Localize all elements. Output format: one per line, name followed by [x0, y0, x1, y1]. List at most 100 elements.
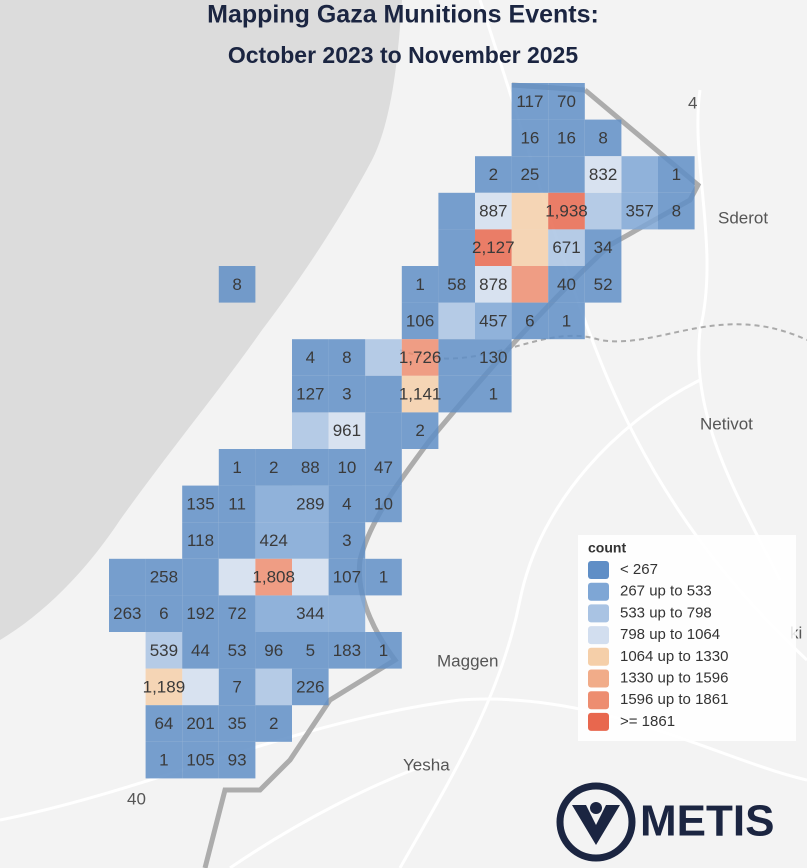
grid-cell: [365, 485, 402, 523]
road-number: 4: [688, 93, 697, 112]
title: Mapping Gaza Munitions Events:: [207, 1, 599, 29]
legend-swatch: [588, 647, 609, 666]
cell-count: 192: [186, 604, 214, 623]
grid-cell: [365, 558, 402, 596]
legend-label: 1330 up to 1596: [620, 669, 728, 686]
grid-cell: [292, 632, 329, 669]
grid-cell: [182, 558, 219, 596]
grid-cell: [658, 192, 695, 230]
grid-cell: [548, 266, 585, 303]
cell-count: 1,938: [545, 202, 588, 221]
grid-cell: [438, 339, 475, 376]
grid-cell: [475, 375, 512, 413]
grid-cell: [218, 595, 256, 632]
cell-count: 832: [589, 165, 617, 184]
cell-count: 118: [187, 531, 214, 550]
cell-count: 7: [232, 677, 241, 696]
cell-count: 16: [557, 128, 576, 147]
grid-cell: [292, 595, 329, 632]
grid-cell: [218, 558, 256, 596]
cell-count: 40: [557, 275, 576, 294]
legend-label: < 267: [620, 561, 658, 578]
cell-count: 3: [342, 531, 351, 550]
grid-cell: [438, 302, 475, 340]
grid-cell: [511, 302, 549, 340]
grid-cell: [182, 522, 219, 559]
grid-cell: [365, 632, 402, 669]
cell-count: 4: [342, 494, 351, 513]
cell-count: 2: [415, 421, 424, 440]
cell-count: 424: [260, 531, 288, 550]
cell-count: 1: [415, 275, 424, 294]
grid-cell: [548, 83, 585, 120]
grid-cell: [292, 412, 329, 449]
legend-box: [578, 535, 796, 741]
grid-cell: [255, 705, 292, 742]
cell-count: 117: [516, 92, 543, 111]
cell-count: 1,141: [399, 385, 442, 404]
grid-cell: [328, 449, 366, 486]
grid-cell: [109, 558, 146, 596]
grid-cell: [475, 302, 512, 340]
grid-cell: [584, 119, 622, 157]
legend-swatch: [588, 561, 609, 579]
cell-count: 106: [406, 311, 434, 330]
road-number: 40: [127, 789, 146, 808]
grid-cell: [328, 595, 366, 632]
cell-count: 2,127: [472, 238, 515, 257]
cell-count: 25: [520, 165, 539, 184]
legend-swatch: [588, 669, 609, 688]
legend-swatch: [588, 691, 609, 710]
grid-cell: [182, 485, 219, 523]
grid-cell: [438, 192, 475, 230]
grid-cell: [475, 339, 512, 376]
cell-count: 52: [594, 275, 613, 294]
grid-cell: [511, 266, 549, 303]
cell-count: 6: [159, 604, 168, 623]
cell-count: 44: [191, 641, 210, 660]
grid-cell: [145, 705, 183, 742]
grid-cell: [292, 449, 329, 486]
cell-count: 35: [228, 714, 247, 733]
cell-count: 6: [525, 311, 534, 330]
grid-cell: [218, 705, 256, 742]
cell-count: 107: [333, 568, 361, 587]
grid-cell: [255, 449, 292, 486]
legend-swatch: [588, 712, 609, 731]
grid-cell: [511, 119, 549, 157]
grid-cell: [145, 558, 183, 596]
grid-cell: [328, 412, 366, 449]
grid-cell: [255, 485, 292, 523]
grid-cell: [218, 632, 256, 669]
cell-count: 127: [296, 385, 324, 404]
boundary: [399, 323, 807, 360]
grid-cell: [401, 266, 439, 303]
grid-cell: [182, 668, 219, 706]
grid-cell: [548, 192, 585, 230]
grid-cell: [401, 339, 439, 376]
cell-count: 2: [269, 714, 278, 733]
cell-count: 96: [264, 641, 283, 660]
grid-cell: [218, 485, 256, 523]
legend-swatch: [588, 582, 609, 601]
cell-count: 3: [342, 385, 351, 404]
grid-cell: [584, 192, 622, 230]
cell-count: 10: [374, 494, 393, 513]
cell-count: 258: [150, 568, 178, 587]
place-label: Yesha: [403, 755, 450, 774]
legend-title: count: [588, 540, 626, 556]
cell-count: 5: [306, 641, 315, 660]
cell-count: 8: [598, 128, 607, 147]
cell-count: 457: [479, 311, 507, 330]
grid-cell: [218, 668, 256, 706]
grid-cell: [584, 266, 622, 303]
cell-count: 2: [269, 458, 278, 477]
cell-count: 11: [228, 494, 246, 513]
subtitle: October 2023 to November 2025: [228, 42, 578, 68]
grid-cell: [511, 192, 549, 230]
legend-label: 533 up to 798: [620, 604, 712, 621]
grid-cell: [621, 156, 658, 193]
grid-cell: [182, 632, 219, 669]
cell-count: 671: [552, 238, 580, 257]
